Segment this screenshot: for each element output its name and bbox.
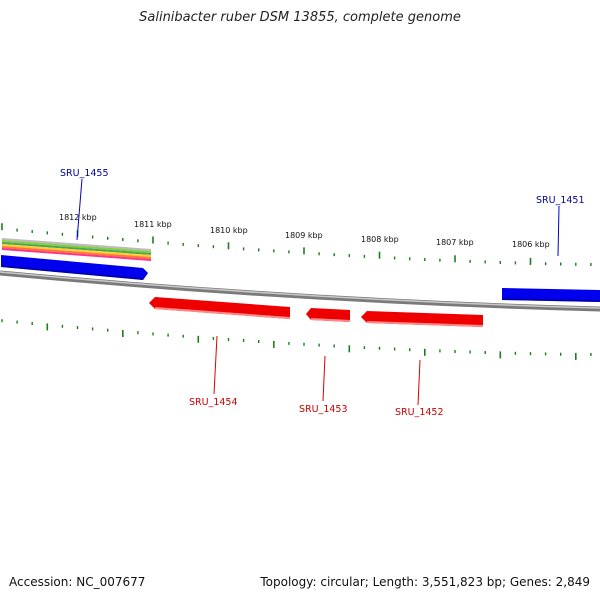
- scale-tick-track-inner: [1, 319, 592, 360]
- gene-label-sru-1451[interactable]: SRU_1451: [536, 195, 585, 206]
- map-title: Salinibacter ruber DSM 13855, complete g…: [139, 10, 461, 25]
- tick-label-1810: 1810 kbp: [210, 226, 248, 235]
- gene-labels: SRU_1455 SRU_1454 SRU_1453 SRU_1452 SRU_…: [60, 168, 585, 418]
- tick-label-1812: 1812 kbp: [59, 213, 97, 222]
- tick-label-1806: 1806 kbp: [512, 240, 550, 249]
- gene-label-sru-1455[interactable]: SRU_1455: [60, 168, 109, 179]
- gene-sru-1451[interactable]: [502, 288, 600, 302]
- gene-label-sru-1453[interactable]: SRU_1453: [299, 404, 348, 415]
- scale-tick-labels: 1812 kbp 1811 kbp 1810 kbp 1809 kbp 1808…: [59, 213, 550, 249]
- accession-text: Accession: NC_007677: [9, 575, 146, 589]
- feature-bands: [2, 238, 151, 261]
- scale-tick-track-outer: [1, 223, 592, 266]
- gene-sru-1453[interactable]: [306, 308, 350, 322]
- gene-sru-1452[interactable]: [361, 311, 483, 327]
- tick-label-1807: 1807 kbp: [436, 238, 474, 247]
- gene-label-sru-1454[interactable]: SRU_1454: [189, 397, 238, 408]
- genome-backbone: [0, 270, 600, 312]
- gene-label-sru-1452[interactable]: SRU_1452: [395, 407, 444, 418]
- tick-label-1808: 1808 kbp: [361, 235, 399, 244]
- genome-summary-text: Topology: circular; Length: 3,551,823 bp…: [260, 575, 590, 589]
- gene-sru-1455[interactable]: [1, 255, 148, 280]
- tick-label-1809: 1809 kbp: [285, 231, 323, 240]
- tick-label-1811: 1811 kbp: [134, 220, 172, 229]
- label-leader-lines: [76, 178, 560, 406]
- gene-sru-1454[interactable]: [149, 297, 290, 319]
